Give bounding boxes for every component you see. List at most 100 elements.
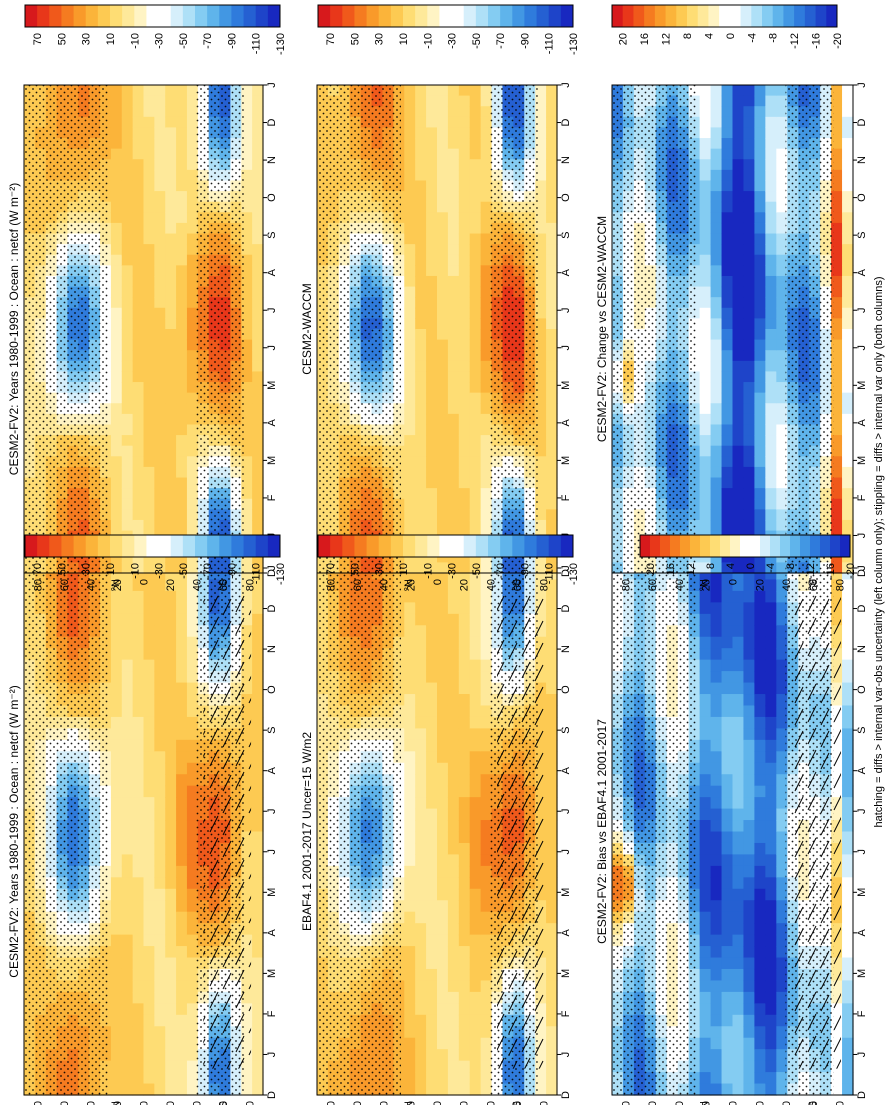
heatmap-cell xyxy=(252,980,264,993)
heatmap-cell xyxy=(176,488,188,500)
heatmap-cell xyxy=(699,659,712,672)
month-tick-label: A xyxy=(856,766,868,774)
heatmap-cell xyxy=(710,877,723,890)
heatmap-cell xyxy=(121,466,134,479)
heatmap-cell xyxy=(458,911,471,924)
heatmap-cell xyxy=(699,671,712,684)
heatmap-cell xyxy=(480,350,493,362)
heatmap-cell xyxy=(165,169,177,182)
heatmap-cell xyxy=(176,648,188,661)
heatmap-cell xyxy=(480,1083,493,1096)
heatmap-cell xyxy=(480,286,493,298)
heatmap-cell xyxy=(132,728,145,741)
heatmap-cell xyxy=(415,1072,427,1085)
heatmap-cell xyxy=(776,728,788,741)
heatmap-cell xyxy=(415,705,427,718)
heatmap-cell xyxy=(437,648,449,661)
heatmap-cell xyxy=(546,1083,558,1096)
heatmap-cell xyxy=(154,222,166,235)
heatmap-cell xyxy=(437,854,449,867)
heatmap-cell xyxy=(404,169,416,182)
heatmap-cell xyxy=(469,705,482,718)
heatmap-cell xyxy=(143,360,155,373)
latitude-tick-label: 80 xyxy=(835,1101,847,1105)
heatmap-cell xyxy=(546,957,558,970)
heatmap-cell xyxy=(480,297,493,309)
panel-group: CESM2-FV2: Years 1980-1999 : Ocean : net… xyxy=(7,82,868,1105)
heatmap-cell xyxy=(176,579,188,592)
heatmap-cell xyxy=(415,785,427,798)
heatmap-cell xyxy=(241,297,253,309)
heatmap-cell xyxy=(110,694,123,707)
heatmap-cell xyxy=(121,456,134,468)
heatmap-cell xyxy=(241,413,253,426)
heatmap-cell xyxy=(110,350,123,362)
heatmap-cell xyxy=(415,820,427,833)
heatmap-cell xyxy=(165,445,177,457)
heatmap-cell xyxy=(447,127,460,139)
heatmap-cell xyxy=(721,957,734,970)
heatmap-cell xyxy=(480,659,493,672)
heatmap-cell xyxy=(176,854,188,867)
heatmap-cell xyxy=(154,424,166,436)
heatmap-cell xyxy=(132,648,145,661)
heatmap-cell xyxy=(469,329,482,341)
heatmap-cell xyxy=(110,1026,123,1039)
heatmap-cell xyxy=(176,466,188,479)
heatmap-cell xyxy=(469,1026,482,1039)
month-tick-label: M xyxy=(266,381,278,390)
heatmap-cell xyxy=(776,831,788,844)
heatmap-cell xyxy=(121,739,134,752)
heatmap-cell xyxy=(186,923,199,936)
heatmap-cell xyxy=(743,739,755,752)
heatmap-cell xyxy=(186,488,199,500)
heatmap-cell xyxy=(121,424,134,436)
latitude-tick-label: 60 xyxy=(218,1101,230,1105)
heatmap-cell xyxy=(447,785,460,798)
heatmap-cell xyxy=(699,820,712,833)
heatmap-cell xyxy=(765,923,777,936)
heatmap-cell xyxy=(710,694,723,707)
heatmap-cell xyxy=(776,774,788,787)
heatmap-cell xyxy=(154,265,166,277)
heatmap-cell xyxy=(754,1026,766,1039)
heatmap-cell xyxy=(143,159,155,171)
heatmap-cell xyxy=(165,159,177,171)
heatmap-cell xyxy=(404,728,416,741)
heatmap-cell xyxy=(132,946,145,959)
heatmap-cell xyxy=(404,424,416,436)
heatmap-cell xyxy=(437,785,449,798)
heatmap-cell xyxy=(404,682,416,695)
heatmap-cell xyxy=(404,762,416,775)
latitude-tick-label: 40 xyxy=(674,1101,686,1105)
heatmap-cell xyxy=(776,682,788,695)
heatmap-cell xyxy=(721,659,734,672)
heatmap-cell xyxy=(121,169,134,182)
heatmap-cell xyxy=(154,602,166,615)
heatmap-cell xyxy=(143,244,155,256)
heatmap-cell xyxy=(732,888,745,901)
heatmap-cell xyxy=(404,991,416,1004)
heatmap-cell xyxy=(546,923,558,936)
heatmap-cell xyxy=(110,275,123,288)
heatmap-cell xyxy=(458,991,471,1004)
heatmap-cell xyxy=(426,888,438,901)
heatmap-cell xyxy=(469,360,482,373)
heatmap-cell xyxy=(765,991,777,1004)
heatmap-cell xyxy=(480,329,493,341)
heatmap-cell xyxy=(469,456,482,468)
heatmap-cell xyxy=(165,382,177,394)
heatmap-cell xyxy=(404,911,416,924)
heatmap-cell xyxy=(721,671,734,684)
heatmap-cell xyxy=(458,286,471,298)
heatmap-cell xyxy=(721,808,734,821)
heatmap-cell xyxy=(458,435,471,447)
month-tick-label: D xyxy=(266,605,278,613)
heatmap-cell xyxy=(241,212,253,224)
heatmap-cell xyxy=(458,254,471,266)
heatmap-cell xyxy=(546,1037,558,1050)
heatmap-cell xyxy=(121,519,134,532)
heatmap-cell xyxy=(842,625,854,638)
heatmap-cell xyxy=(415,602,427,615)
heatmap-cell xyxy=(437,625,449,638)
